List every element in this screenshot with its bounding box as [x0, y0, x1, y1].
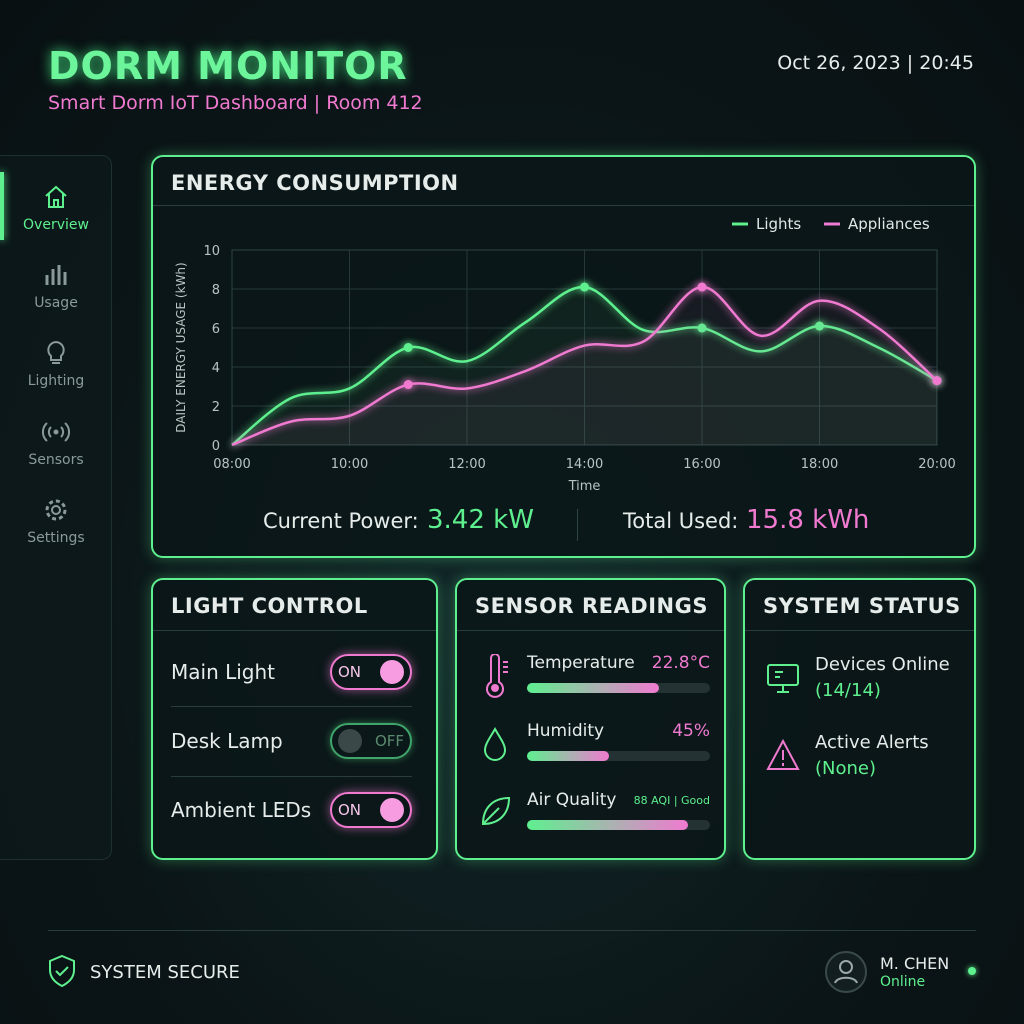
nav-item[interactable]: Lighting: [0, 339, 112, 389]
plot-frame: [231, 249, 938, 446]
point: [403, 343, 413, 352]
total-label: Total Used:: [623, 509, 739, 533]
point: [697, 282, 707, 292]
x-tick-label: 16:00: [683, 457, 720, 472]
nav-label: Usage: [34, 295, 78, 311]
y-tick-label: 2: [212, 400, 220, 415]
light-name: Ambient LEDs: [171, 798, 312, 822]
toggle-state: OFF: [374, 732, 404, 750]
energy-chart: 0 2 4 6 8 10 08:00 10:00 12:00 14:00 16:00 18:00 20:…: [174, 215, 956, 494]
toggle[interactable]: ON: [330, 792, 412, 828]
app-title: DORM MONITOR: [48, 44, 408, 88]
x-tick-label: 14:00: [566, 457, 603, 472]
current-value: 3.42 kW: [427, 505, 534, 535]
line: [231, 285, 938, 447]
legend-label: Lights: [756, 215, 801, 233]
datetime: Oct 26, 2023 | 20:45: [777, 52, 974, 74]
light-row: Desk Lamp OFF: [171, 707, 412, 775]
light-row: Main Light ON: [171, 638, 412, 706]
sensor-row: Humidity 45%: [527, 721, 710, 761]
toggle-state: ON: [338, 663, 362, 681]
nav-item[interactable]: Settings: [0, 496, 112, 546]
avatar[interactable]: [824, 950, 868, 994]
light-row: Ambient LEDs ON: [171, 776, 412, 844]
panel-title: ENERGY CONSUMPTION: [171, 171, 459, 195]
y-axis-label: DAILY ENERGY USAGE (kWh): [174, 262, 188, 432]
divider: [48, 930, 976, 931]
sensor-name: Temperature: [527, 653, 635, 673]
active-indicator: [0, 172, 4, 240]
toggle[interactable]: ON: [330, 654, 412, 690]
y-tick-label: 0: [212, 439, 220, 454]
sensor-name: Air Quality: [527, 790, 617, 810]
x-tick-label: 20:00: [918, 457, 955, 472]
point: [403, 380, 413, 390]
nav-label: Sensors: [28, 452, 84, 468]
point: [580, 282, 589, 292]
nav-item[interactable]: Overview: [0, 183, 112, 233]
nav-label: Settings: [27, 530, 85, 546]
sensor-panel: SENSOR READINGS Temperature 22.8°C Humidi…: [455, 578, 726, 860]
sensor-row: Air Quality 88 AQI | Good: [527, 790, 710, 830]
area: [232, 286, 937, 445]
status-value: (None): [815, 758, 877, 779]
point: [697, 323, 707, 333]
toggle-state: ON: [338, 801, 362, 819]
x-tick-label: 12:00: [448, 457, 485, 472]
app-subtitle: Smart Dorm IoT Dashboard | Room 412: [48, 92, 423, 114]
panel-title: LIGHT CONTROL: [171, 594, 368, 618]
toggle[interactable]: OFF: [330, 723, 412, 759]
sensor-row: Temperature 22.8°C: [527, 653, 710, 693]
sensor-value: 88 AQI | Good: [633, 794, 710, 807]
panel-title: SYSTEM STATUS: [763, 594, 961, 618]
energy-panel: ENERGY CONSUMPTION Current Power: 3.42 k…: [151, 155, 976, 558]
panel-title: SENSOR READINGS: [475, 594, 708, 618]
x-tick-label: 10:00: [331, 457, 368, 472]
area: [232, 287, 937, 445]
nav-item[interactable]: Sensors: [0, 418, 112, 468]
x-tick-label: 08:00: [213, 457, 250, 472]
x-tick-label: 18:00: [801, 457, 838, 472]
light-name: Main Light: [171, 660, 276, 684]
security-status: SYSTEM SECURE: [90, 962, 240, 983]
y-tick-label: 8: [212, 283, 220, 298]
sensor-value: 22.8°C: [651, 653, 710, 673]
x-axis-label: Time: [568, 479, 601, 494]
status-panel: SYSTEM STATUS Devices Online (14/14) Act…: [743, 578, 976, 860]
legend-label: Appliances: [848, 215, 930, 233]
status-value: (14/14): [815, 680, 881, 701]
current-label: Current Power:: [263, 509, 419, 533]
sidebar: [0, 155, 112, 860]
point: [815, 321, 824, 331]
status-name: Devices Online: [815, 654, 950, 675]
point: [932, 376, 942, 386]
user-status: Online: [880, 974, 926, 990]
sensor-name: Humidity: [527, 721, 605, 741]
light-name: Desk Lamp: [171, 729, 283, 753]
status-name: Active Alerts: [815, 732, 929, 753]
y-tick-label: 10: [203, 244, 220, 259]
shield-icon: [49, 954, 75, 988]
nav-label: Overview: [23, 217, 89, 233]
online-dot: [968, 967, 976, 975]
y-tick-label: 6: [212, 322, 220, 337]
nav-label: Lighting: [27, 373, 85, 389]
sensor-value: 45%: [672, 721, 710, 741]
light-control-panel: LIGHT CONTROL Main Light ON Desk Lamp OFF …: [151, 578, 438, 860]
total-value: 15.8 kWh: [746, 505, 870, 535]
nav-item[interactable]: Usage: [0, 261, 112, 311]
user-name: M. CHEN: [880, 954, 950, 973]
y-tick-label: 4: [212, 361, 220, 376]
